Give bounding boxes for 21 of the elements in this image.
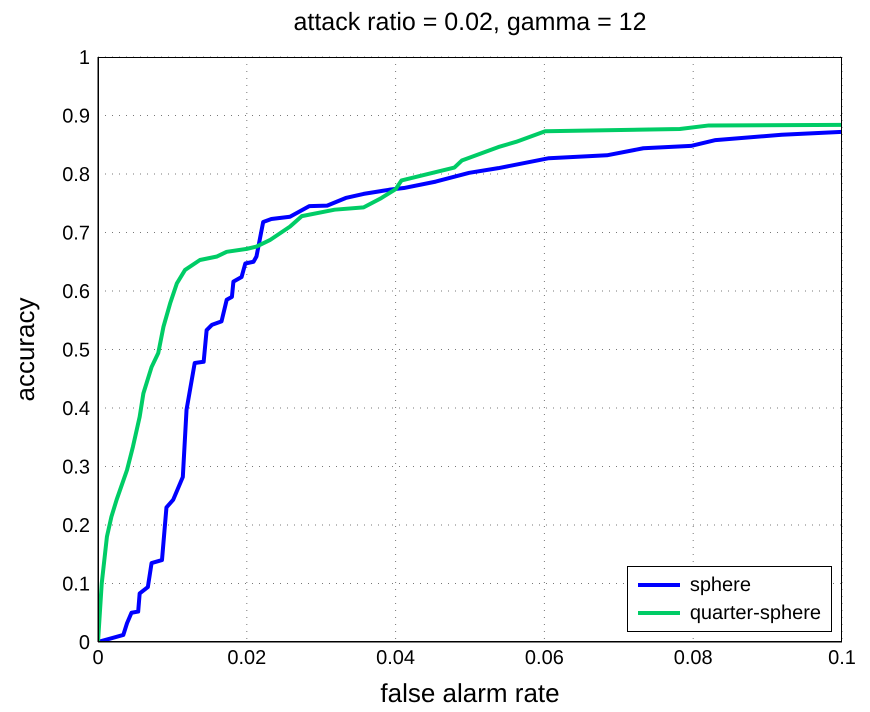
- chart-title: attack ratio = 0.02, gamma = 12: [292, 8, 648, 37]
- y-tick-label: 0.4: [62, 398, 90, 420]
- legend-label: sphere: [690, 573, 751, 598]
- y-tick-label: 0.6: [62, 281, 90, 304]
- y-tick-label: 1: [78, 47, 90, 70]
- x-tick-label: 0.08: [674, 647, 713, 670]
- x-axis-title: false alarm rate: [380, 678, 560, 708]
- y-tick-label: 0.3: [62, 456, 90, 479]
- y-tick-label: 0.8: [62, 164, 90, 186]
- y-tick-label: 0.1: [62, 574, 90, 596]
- y-tick-label: 0.5: [62, 340, 90, 362]
- y-tick-label: 0.7: [62, 222, 90, 245]
- x-tick-label: 0.1: [828, 647, 856, 670]
- y-tick-label: 0: [78, 632, 90, 654]
- legend-label: quarter-sphere: [690, 601, 821, 626]
- x-tick-label: 0.04: [376, 647, 416, 670]
- x-tick-label: 0.06: [524, 647, 564, 670]
- y-axis-title: accuracy: [10, 297, 40, 402]
- y-tick-label: 0.2: [62, 515, 90, 538]
- x-tick-label: 0.02: [227, 647, 266, 670]
- y-tick-label: 0.9: [62, 106, 90, 128]
